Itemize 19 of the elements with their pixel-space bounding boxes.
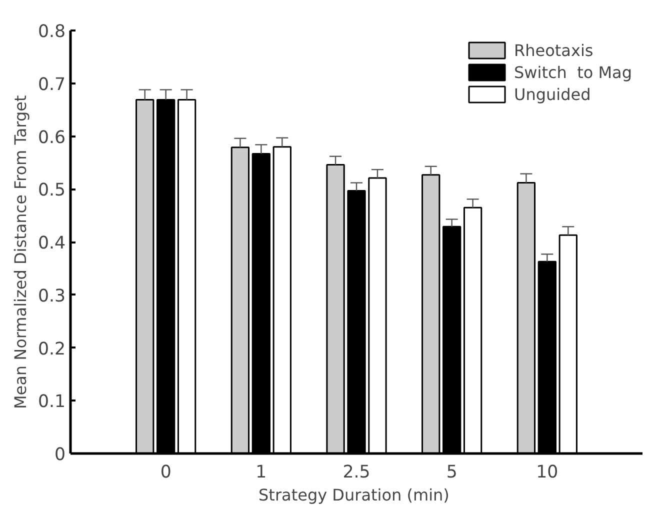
legend-label: Rheotaxis <box>514 40 594 60</box>
x-tick-label: 1 <box>256 462 267 482</box>
legend-label: Switch to Mag <box>514 62 632 82</box>
y-tick-label: 0.2 <box>38 339 66 360</box>
legend-label: Unguided <box>514 84 591 104</box>
y-tick-label: 0.5 <box>38 180 66 201</box>
x-tick-label: 2.5 <box>342 462 370 482</box>
y-tick-label: 0.6 <box>38 128 66 148</box>
x-axis-title: Strategy Duration (min) <box>258 486 450 504</box>
y-tick-label: 0.8 <box>38 22 66 42</box>
y-tick-label: 0.1 <box>38 392 66 412</box>
y-axis-title: Mean Normalized Distance From Target <box>10 95 30 410</box>
x-tick-label: 0 <box>160 462 172 482</box>
x-tick-label: 10 <box>536 462 558 482</box>
y-tick-label: 0.7 <box>38 74 66 95</box>
y-tick-label: 0.3 <box>38 286 66 306</box>
x-tick-label: 5 <box>446 462 458 482</box>
y-tick-label: 0.4 <box>38 234 66 254</box>
y-tick-label: 0 <box>54 445 66 465</box>
